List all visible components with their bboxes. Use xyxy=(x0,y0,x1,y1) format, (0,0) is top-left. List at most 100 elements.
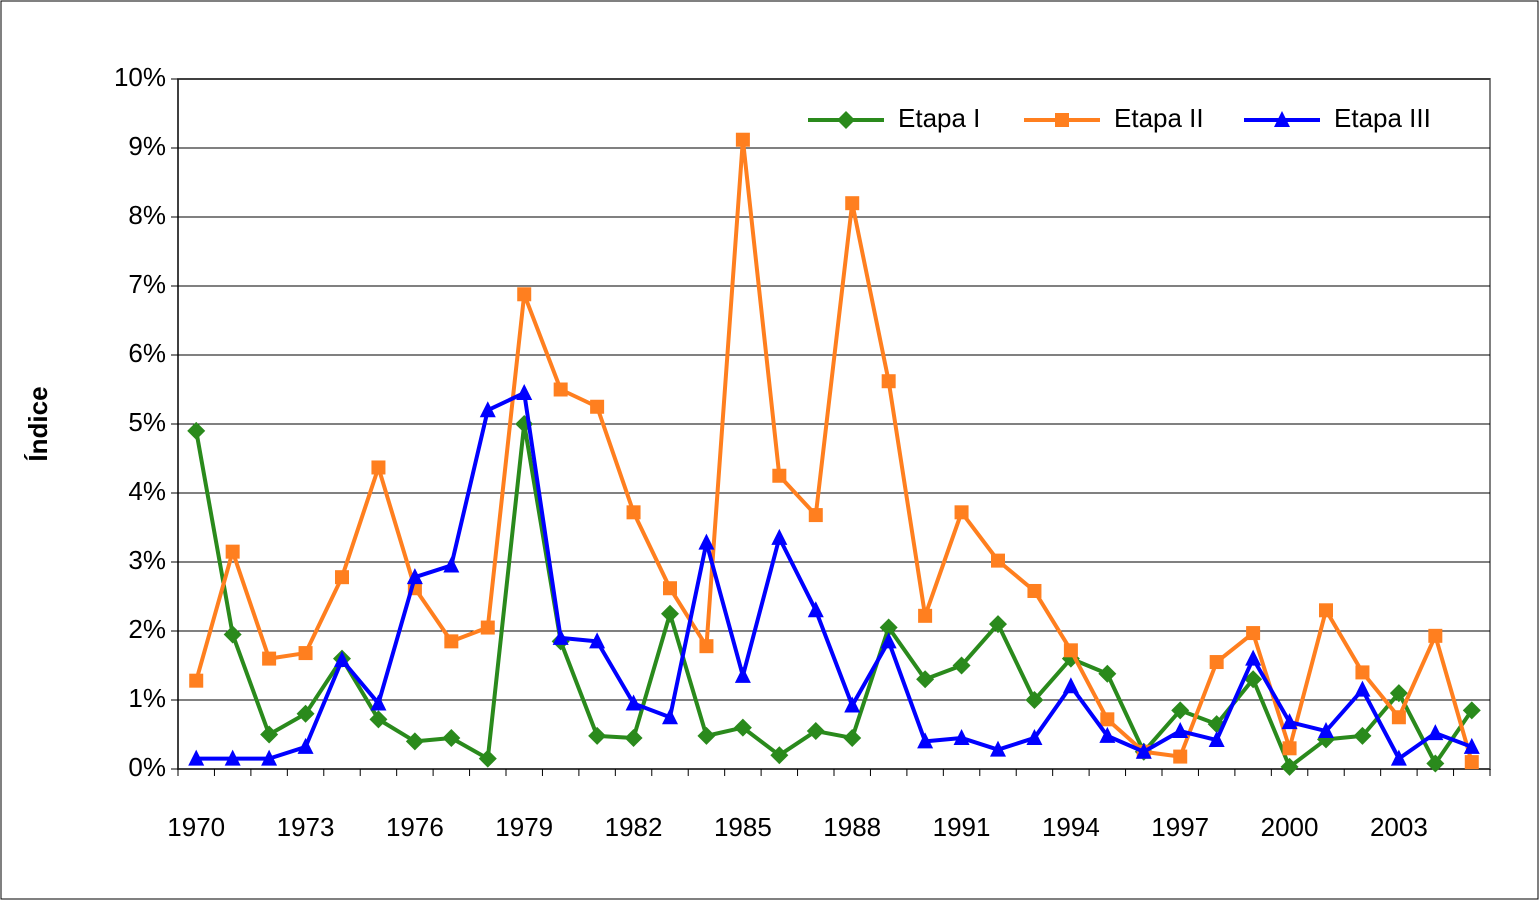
marker-triangle xyxy=(1281,713,1298,730)
marker-square xyxy=(189,673,204,688)
marker-square xyxy=(298,646,313,661)
x-tick-label: 1985 xyxy=(714,812,772,842)
marker-square xyxy=(1319,603,1333,618)
series-line xyxy=(194,422,1474,769)
legend-label: Etapa I xyxy=(898,103,980,133)
marker-triangle xyxy=(1208,731,1225,748)
marker-square xyxy=(1063,643,1078,658)
marker-square xyxy=(1027,583,1042,598)
marker-triangle xyxy=(953,728,970,745)
marker-square xyxy=(225,544,240,559)
y-tick-label: 1% xyxy=(128,683,166,713)
marker-diamond xyxy=(223,625,242,644)
marker-triangle xyxy=(516,383,533,400)
marker-diamond xyxy=(837,111,855,129)
marker-triangle xyxy=(1427,724,1444,741)
marker-diamond xyxy=(916,670,935,689)
y-tick-label: 3% xyxy=(128,545,166,575)
marker-square xyxy=(517,287,532,302)
x-tick-label: 1997 xyxy=(1151,812,1209,842)
marker-diamond xyxy=(624,728,643,747)
x-tick-label: 1988 xyxy=(823,812,881,842)
marker-triangle xyxy=(1026,728,1043,745)
marker-square xyxy=(1055,113,1069,127)
x-tick-label: 1982 xyxy=(605,812,663,842)
marker-diamond xyxy=(369,710,388,729)
y-tick-label: 2% xyxy=(128,614,166,644)
marker-diamond xyxy=(1462,701,1481,720)
marker-square xyxy=(590,399,605,414)
marker-diamond xyxy=(806,722,825,741)
marker-triangle xyxy=(370,694,387,711)
marker-diamond xyxy=(843,728,862,747)
marker-diamond xyxy=(697,726,716,745)
marker-diamond xyxy=(661,604,679,623)
marker-square xyxy=(1355,665,1370,680)
marker-triangle xyxy=(1463,737,1480,754)
marker-diamond xyxy=(187,421,206,440)
marker-diamond xyxy=(1025,691,1044,709)
marker-diamond xyxy=(296,704,315,723)
marker-diamond xyxy=(478,749,497,768)
marker-triangle xyxy=(1274,111,1290,127)
marker-square xyxy=(262,651,277,666)
marker-square xyxy=(1428,628,1443,643)
marker-triangle xyxy=(552,628,569,645)
marker-triangle xyxy=(334,650,350,667)
y-tick-label: 0% xyxy=(128,752,166,782)
marker-square xyxy=(480,620,495,635)
marker-square xyxy=(553,382,568,397)
marker-triangle xyxy=(1245,649,1262,666)
marker-diamond xyxy=(260,725,279,744)
marker-triangle xyxy=(734,666,751,683)
marker-triangle xyxy=(662,708,678,725)
marker-diamond xyxy=(770,746,789,765)
marker-square xyxy=(918,608,933,623)
marker-triangle xyxy=(1062,677,1079,694)
marker-square xyxy=(991,553,1005,568)
marker-triangle xyxy=(1390,749,1407,766)
marker-triangle xyxy=(1135,742,1152,759)
marker-triangle xyxy=(625,694,642,711)
marker-triangle xyxy=(297,737,314,754)
marker-square xyxy=(772,468,787,483)
marker-square xyxy=(1100,712,1115,727)
marker-diamond xyxy=(1280,757,1299,776)
x-tick-label: 1979 xyxy=(495,812,553,842)
x-tick-label: 1994 xyxy=(1042,812,1100,842)
series-line xyxy=(196,390,1473,761)
marker-diamond xyxy=(1426,754,1445,773)
marker-square xyxy=(626,505,641,520)
marker-diamond xyxy=(1244,670,1263,689)
y-tick-label: 10% xyxy=(114,62,166,92)
marker-triangle xyxy=(844,696,861,713)
marker-diamond xyxy=(952,656,971,675)
marker-triangle xyxy=(771,528,788,545)
marker-square xyxy=(1464,755,1479,770)
marker-square xyxy=(1391,710,1406,725)
marker-triangle xyxy=(479,401,496,418)
legend-label: Etapa III xyxy=(1334,103,1431,133)
marker-triangle xyxy=(1318,722,1334,739)
x-tick-label: 1976 xyxy=(386,812,444,842)
y-tick-label: 7% xyxy=(128,269,166,299)
marker-square xyxy=(444,634,459,649)
marker-triangle xyxy=(406,568,423,585)
marker-square xyxy=(1246,626,1261,641)
marker-diamond xyxy=(442,728,461,747)
series-line xyxy=(194,137,1474,763)
marker-square xyxy=(663,581,677,596)
x-tick-label: 1991 xyxy=(933,812,991,842)
x-tick-label: 2000 xyxy=(1261,812,1319,842)
marker-triangle xyxy=(188,749,205,766)
marker-square xyxy=(881,374,896,389)
x-tick-label: 2003 xyxy=(1370,812,1428,842)
legend-label: Etapa II xyxy=(1114,103,1204,133)
marker-triangle xyxy=(880,632,897,649)
x-tick-label: 1973 xyxy=(277,812,335,842)
marker-triangle xyxy=(261,749,278,766)
marker-square xyxy=(1209,655,1224,670)
marker-diamond xyxy=(588,726,607,745)
marker-triangle xyxy=(990,740,1006,757)
